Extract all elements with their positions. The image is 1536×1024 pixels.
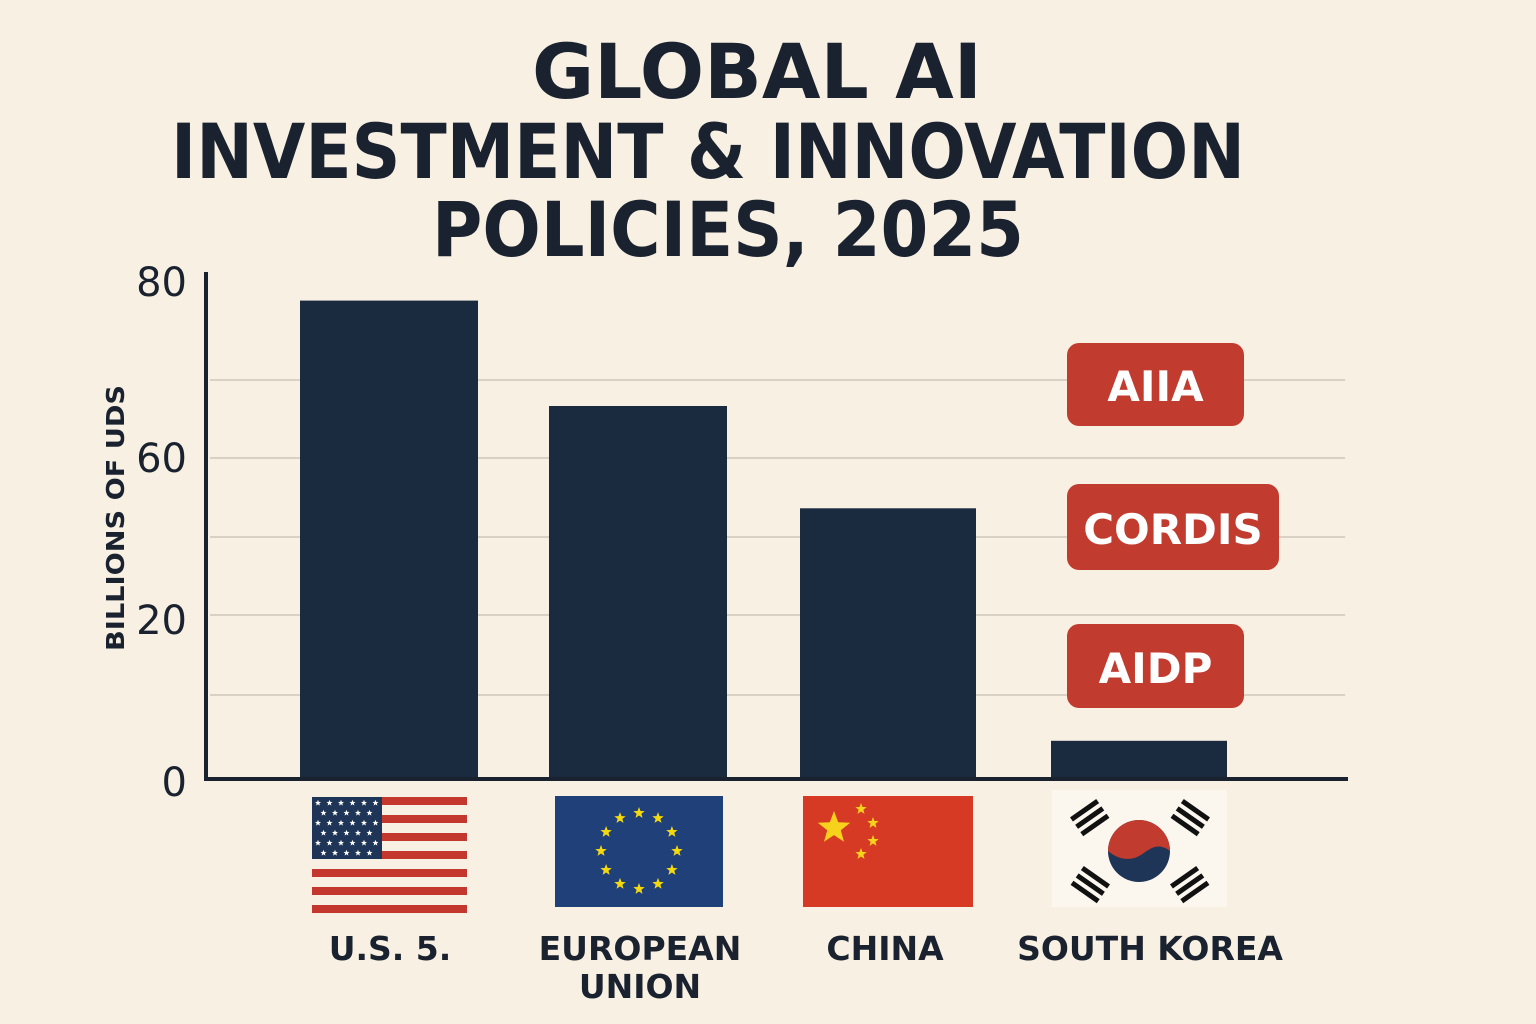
policy-annotations: AIIA CORDIS AIDP [1067, 343, 1279, 708]
bar-3 [1051, 740, 1227, 778]
x-tick-label: EUROPEAN [539, 929, 742, 968]
badge-background [1067, 624, 1244, 708]
y-axis-label: BILLIONS OF UDS [101, 385, 130, 651]
badge-label: AIIA [1107, 362, 1204, 411]
title-line-1: GLOBAL AI [532, 27, 982, 116]
badge-background [1067, 484, 1279, 570]
y-tick-label: 0 [162, 760, 187, 806]
badge-background [1067, 343, 1244, 426]
badge-label: AIDP [1099, 644, 1213, 693]
policy-badge: AIDP [1067, 624, 1244, 708]
bars [300, 300, 1227, 778]
x-tick-label: U.S. 5. [329, 929, 452, 968]
policy-badge: AIIA [1067, 343, 1244, 426]
badge-label: CORDIS [1083, 505, 1263, 554]
china-flag-icon [803, 796, 973, 907]
x-tick-label: SOUTH KOREA [1017, 929, 1283, 968]
us-flag-icon [312, 797, 467, 913]
y-tick-label: 80 [136, 260, 187, 306]
title-line-3: POLICIES, 2025 [432, 185, 1024, 274]
title-line-2: INVESTMENT & INNOVATION [171, 107, 1245, 196]
y-tick-label: 20 [136, 598, 187, 644]
bar-1 [549, 406, 727, 778]
bar-0 [300, 300, 478, 778]
x-tick-label: UNION [579, 967, 701, 1006]
eu-flag-icon [555, 796, 723, 907]
x-tick-label: CHINA [826, 929, 944, 968]
bar-2 [800, 508, 976, 778]
south-korea-flag-icon [1052, 790, 1227, 907]
chart-title: GLOBAL AI INVESTMENT & INNOVATION POLICI… [171, 27, 1245, 274]
policy-badge: CORDIS [1067, 484, 1279, 570]
y-tick-label: 60 [136, 436, 187, 482]
y-tick-labels: 80 60 20 0 [136, 260, 187, 806]
